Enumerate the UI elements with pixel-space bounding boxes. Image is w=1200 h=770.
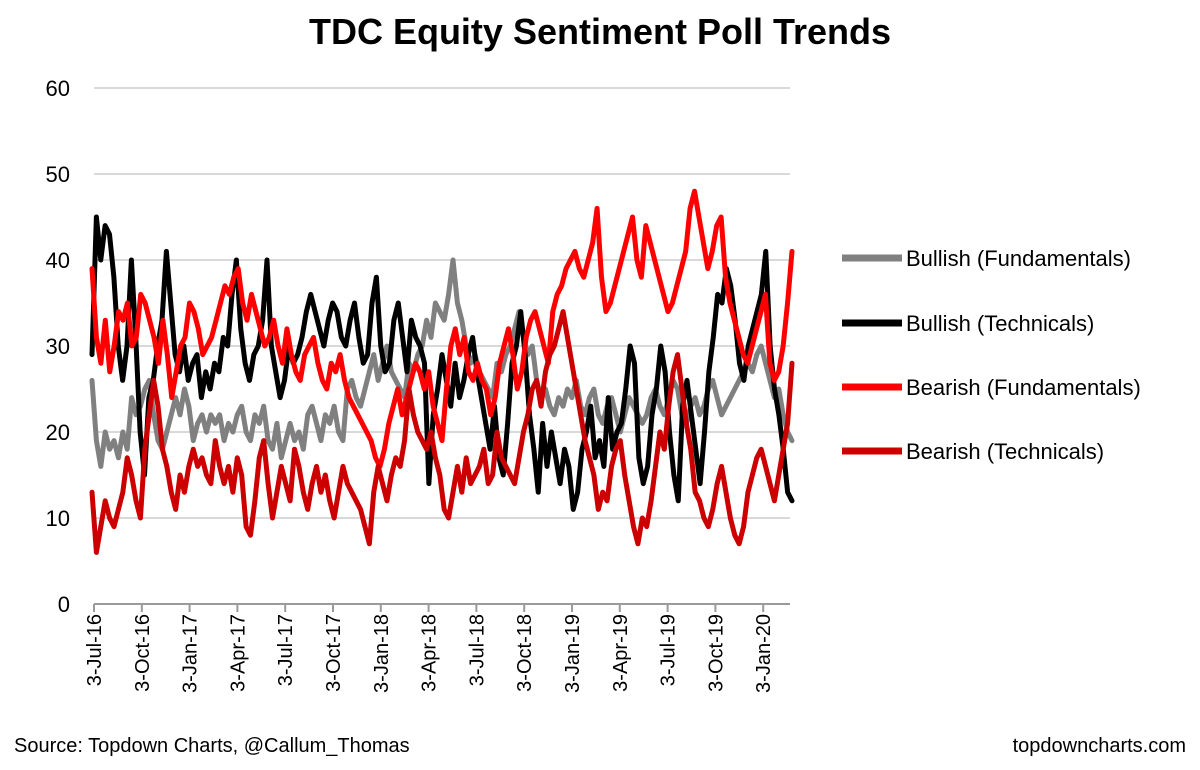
legend-label: Bullish (Technicals) <box>906 311 1094 336</box>
x-tick-label: 3-Apr-17 <box>227 614 249 692</box>
x-tick-label: 3-Apr-18 <box>419 614 441 692</box>
x-tick-label: 3-Jan-20 <box>753 614 775 693</box>
x-tick-label: 3-Jul-16 <box>84 614 106 686</box>
series-line-bullish-technicals <box>89 214 795 512</box>
x-tick-label: 3-Jan-19 <box>562 614 584 693</box>
legend-label: Bearish (Fundamentals) <box>906 375 1141 400</box>
series-lines <box>89 188 795 555</box>
y-tick-label: 30 <box>46 334 70 359</box>
y-tick-label: 10 <box>46 506 70 531</box>
x-tick-label: 3-Oct-16 <box>132 614 154 692</box>
source-note: Source: Topdown Charts, @Callum_Thomas <box>14 735 410 757</box>
y-tick-label: 60 <box>46 76 70 101</box>
x-tick-label: 3-Apr-19 <box>610 614 632 692</box>
y-tick-label: 20 <box>46 420 70 445</box>
legend-label: Bullish (Fundamentals) <box>906 246 1131 271</box>
y-tick-label: 40 <box>46 248 70 273</box>
x-tick-label: 3-Jul-17 <box>275 614 297 686</box>
x-tick-label: 3-Jan-18 <box>371 614 393 693</box>
y-tick-label: 0 <box>58 592 70 617</box>
x-axis: 3-Jul-16 3-Oct-16 3-Jan-17 3-Apr-17 3-Jul-17… <box>84 603 790 693</box>
x-tick-label: 3-Oct-18 <box>514 614 536 692</box>
x-tick-label: 3-Oct-17 <box>323 614 345 692</box>
legend: Bullish (Fundamentals) Bullish (Technical… <box>842 246 1141 464</box>
series-line-bullish-fundamentals <box>89 257 795 469</box>
x-tick-label: 3-Jul-18 <box>466 614 488 686</box>
y-axis-ticks: 0 10 20 30 40 50 60 <box>46 76 70 617</box>
series-line-bearish-technicals <box>89 309 795 555</box>
site-note: topdowncharts.com <box>1012 735 1186 757</box>
y-tick-label: 50 <box>46 162 70 187</box>
series-line-bearish-fundamentals <box>89 188 795 469</box>
x-tick-label: 3-Jul-19 <box>658 614 680 686</box>
grid-lines <box>94 87 790 519</box>
legend-label: Bearish (Technicals) <box>906 439 1104 464</box>
x-tick-label: 3-Oct-19 <box>705 614 727 692</box>
chart-title: TDC Equity Sentiment Poll Trends <box>309 11 891 52</box>
x-tick-label: 3-Jan-17 <box>180 614 202 693</box>
